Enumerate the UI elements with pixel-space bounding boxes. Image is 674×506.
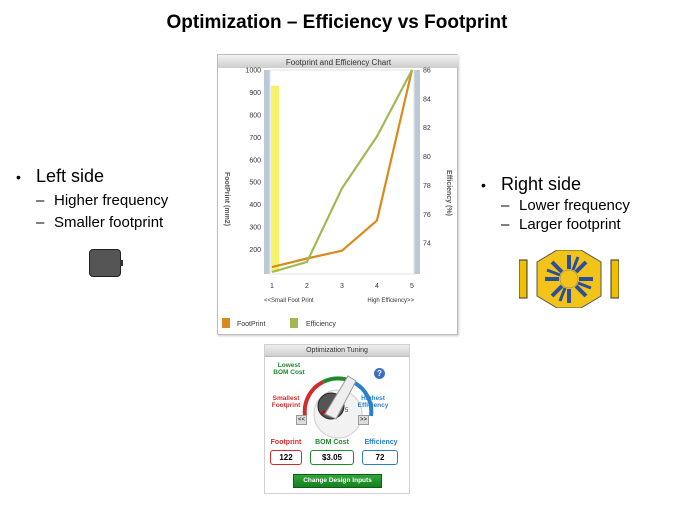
change-design-inputs-button[interactable]: Change Design Inputs [293, 474, 382, 488]
ic-chip-icon [89, 249, 123, 277]
footprint-metric-label: Footprint [270, 439, 302, 446]
left-item-1: Higher frequency [54, 192, 169, 209]
y-left-tick-label: 200 [249, 247, 261, 254]
highlight-bar [271, 85, 279, 272]
left-item-2: Smaller footprint [54, 214, 164, 231]
series-line-efficiency [271, 69, 413, 274]
efficiency-value: 72 [362, 450, 398, 465]
y-left-tick-label: 500 [249, 180, 261, 187]
right-axis-label: Efficiency (%) [445, 170, 452, 216]
series-line-footprint [271, 69, 414, 269]
help-icon[interactable]: ? [374, 368, 385, 379]
bom-value: $3.05 [310, 450, 354, 465]
left-axis-label: FootPrint (mm2) [223, 172, 230, 226]
tuning-title: Optimization Tuning [265, 345, 409, 357]
footprint-value: 122 [270, 450, 302, 465]
bullet-dot: • [16, 169, 21, 185]
y-right-tick-label: 78 [423, 183, 431, 190]
x-range-left-label: <<Small Foot Print [264, 298, 314, 304]
bom-metric-label: BOM Cost [315, 439, 349, 446]
tuning-dial[interactable]: 5 [265, 358, 411, 448]
y-left-tick-label: 1000 [245, 68, 261, 75]
left-heading: Left side [36, 166, 105, 186]
y-left-tick-label: 400 [249, 202, 261, 209]
y-right-tick-label: 84 [423, 96, 431, 103]
legend-footprint: FootPrint [237, 321, 265, 328]
y-right-tick-label: 86 [423, 68, 431, 75]
dial-pointer [320, 410, 326, 415]
footprint-efficiency-chart: Footprint and Efficiency Chart FootPrint… [217, 54, 459, 335]
inductor-icon [519, 250, 619, 308]
x-range-right-label: High Efficiency>> [367, 298, 414, 304]
chart-header [218, 55, 459, 68]
legend-efficiency: Efficiency [306, 321, 336, 328]
right-heading: Right side [501, 174, 582, 194]
label-highest-efficiency-text: Highest Efficiency [357, 395, 389, 409]
label-lowest-bom: Lowest BOM Cost [268, 362, 310, 376]
label-highest-efficiency: Highest Efficiency [355, 395, 391, 409]
right-axis-bar [414, 70, 420, 274]
dial-arc-footprint [302, 380, 324, 417]
prev-button[interactable]: << [296, 415, 307, 425]
efficiency-metric-label: Efficiency [364, 439, 398, 446]
left-axis-bar [264, 70, 270, 274]
bullet-dash: – [36, 192, 45, 209]
label-smallest-footprint-text: Smallest Footprint [271, 395, 301, 409]
x-tick-label: 5 [410, 283, 414, 290]
legend-swatch-efficiency [290, 318, 298, 328]
y-left-tick-label: 900 [249, 90, 261, 97]
chart-title: Footprint and Efficiency Chart [286, 58, 392, 67]
dial-scale-max: 5 [345, 408, 349, 414]
y-right-tick-label: 76 [423, 212, 431, 219]
dial-arc-efficiency [352, 380, 374, 417]
bullet-dot: • [481, 177, 486, 193]
y-left-tick-label: 600 [249, 157, 261, 164]
next-button[interactable]: >> [358, 415, 369, 425]
y-right-tick-label: 74 [423, 241, 431, 248]
x-tick-label: 2 [305, 283, 309, 290]
y-left-tick-label: 300 [249, 225, 261, 232]
bullet-dash: – [501, 216, 510, 233]
label-smallest-footprint: Smallest Footprint [266, 395, 306, 409]
right-item-1: Lower frequency [519, 197, 630, 214]
bullet-dash: – [36, 214, 45, 231]
x-tick-label: 4 [375, 283, 379, 290]
bullet-dash: – [501, 197, 510, 214]
y-right-tick-label: 82 [423, 125, 431, 132]
left-bullet-list: • Left side – Higher frequency – Smaller fo… [16, 166, 216, 231]
x-tick-label: 1 [270, 283, 274, 290]
right-item-2: Larger footprint [519, 216, 621, 233]
dial-needle [324, 375, 357, 420]
legend-swatch-footprint [222, 318, 230, 328]
x-tick-label: 3 [340, 283, 344, 290]
y-left-tick-label: 700 [249, 135, 261, 142]
optimization-tuning-panel: Optimization Tuning 5 Lowest BOM Cost Sm… [264, 344, 410, 494]
chart-canvas: Footprint and Efficiency Chart FootPrint… [218, 55, 459, 328]
y-right-tick-label: 80 [423, 154, 431, 161]
slide-title: Optimization – Efficiency vs Footprint [166, 12, 508, 33]
y-left-tick-label: 800 [249, 112, 261, 119]
plot-area [269, 69, 415, 275]
label-lowest-bom-text: Lowest BOM Cost [273, 362, 305, 376]
right-bullet-list: • Right side – Lower frequency – Larger foo… [481, 174, 671, 233]
